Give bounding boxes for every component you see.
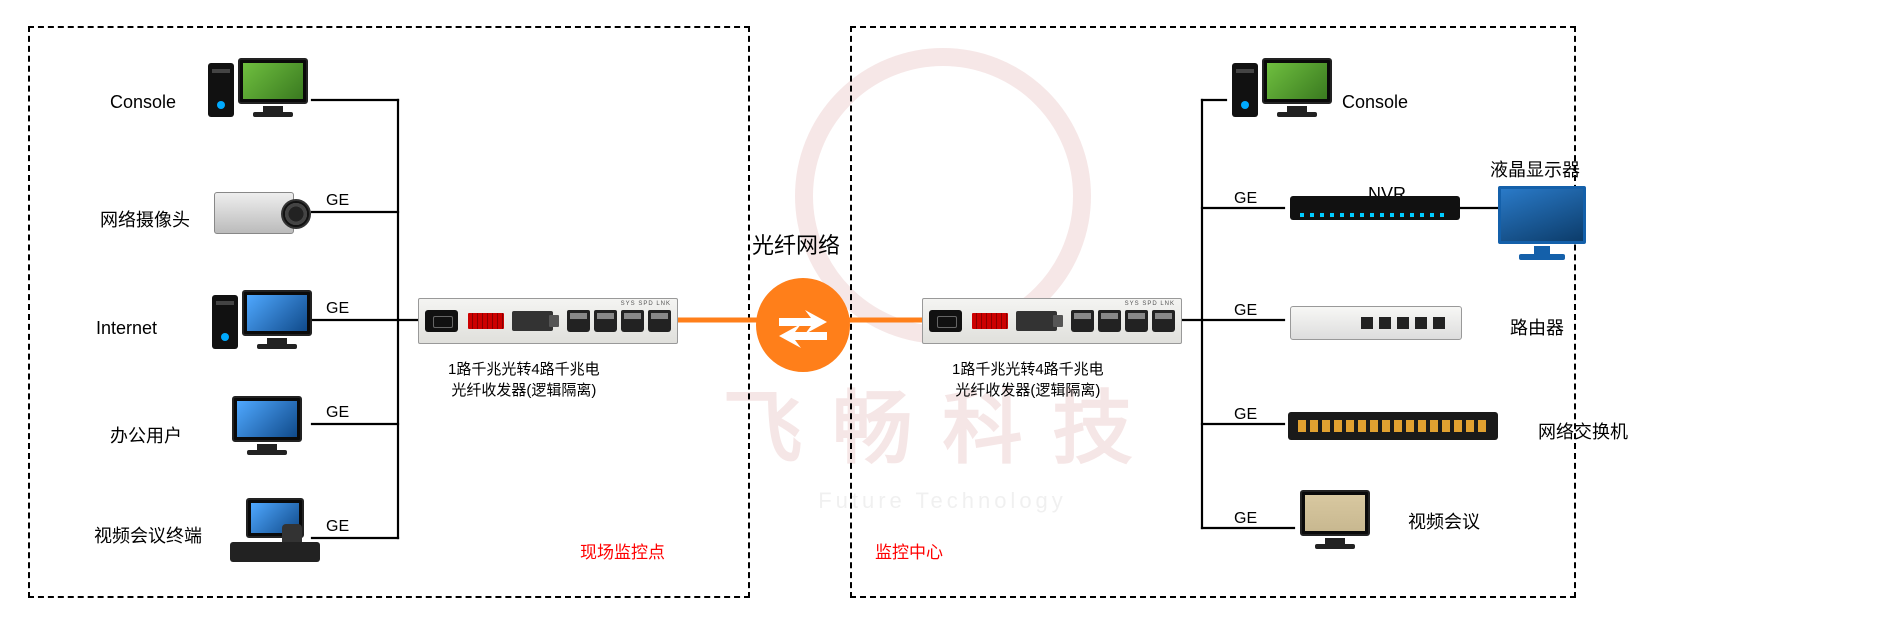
media-converter-right: SYS SPD LNK: [922, 298, 1182, 344]
diagram-canvas: { "canvas": { "width": 1885, "height": 6…: [0, 0, 1885, 621]
converter-right-caption: 1路千兆光转4路千兆电 光纤收发器(逻辑隔离): [952, 358, 1104, 400]
node-label-consoleR: Console: [1342, 92, 1408, 113]
ge-label-router: GE: [1234, 302, 1257, 320]
site-right-label: 监控中心: [875, 538, 943, 563]
device-nvr: [1290, 196, 1460, 220]
ge-label-internet: GE: [326, 300, 349, 318]
device-nvr-extra: [1498, 186, 1586, 260]
converter-right-caption-1: 1路千兆光转4路千兆电: [952, 361, 1104, 378]
node-label-console: Console: [110, 92, 176, 113]
device-router: [1290, 306, 1462, 340]
node-label-office: 办公用户: [110, 422, 182, 448]
site-left-label: 现场监控点: [580, 538, 665, 563]
fiber-network-node: [756, 278, 850, 372]
device-consoleR: [1232, 58, 1332, 117]
device-console: [208, 58, 308, 117]
device-ipcam: [214, 192, 294, 234]
ge-label-vcterm: GE: [326, 518, 349, 536]
device-office: [232, 396, 302, 455]
node-label-internet: Internet: [96, 318, 157, 339]
node-label-nvr-extra: 液晶显示器: [1490, 156, 1580, 182]
converter-right-caption-2: 光纤收发器(逻辑隔离): [955, 382, 1100, 399]
device-internet: [212, 290, 312, 349]
ge-label-vc: GE: [1234, 510, 1257, 528]
device-switch: [1288, 412, 1498, 440]
converter-left-caption-2: 光纤收发器(逻辑隔离): [451, 382, 596, 399]
ge-label-office: GE: [326, 404, 349, 422]
node-label-ipcam: 网络摄像头: [100, 206, 190, 232]
converter-left-caption: 1路千兆光转4路千兆电 光纤收发器(逻辑隔离): [448, 358, 600, 400]
device-vc: [1300, 490, 1370, 549]
node-label-vc: 视频会议: [1408, 508, 1480, 534]
ge-label-nvr: GE: [1234, 190, 1257, 208]
node-label-switch: 网络交换机: [1538, 418, 1628, 444]
ge-label-ipcam: GE: [326, 192, 349, 210]
converter-left-caption-1: 1路千兆光转4路千兆电: [448, 361, 600, 378]
device-vcterm: [230, 498, 320, 562]
media-converter-left: SYS SPD LNK: [418, 298, 678, 344]
fiber-network-label: 光纤网络: [752, 228, 840, 260]
node-label-vcterm: 视频会议终端: [94, 522, 202, 548]
node-label-router: 路由器: [1510, 314, 1564, 340]
ge-label-switch: GE: [1234, 406, 1257, 424]
